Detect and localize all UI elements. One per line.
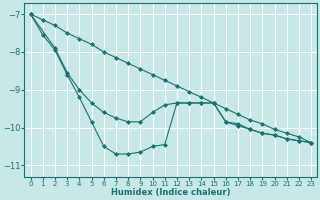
X-axis label: Humidex (Indice chaleur): Humidex (Indice chaleur)	[111, 188, 231, 197]
